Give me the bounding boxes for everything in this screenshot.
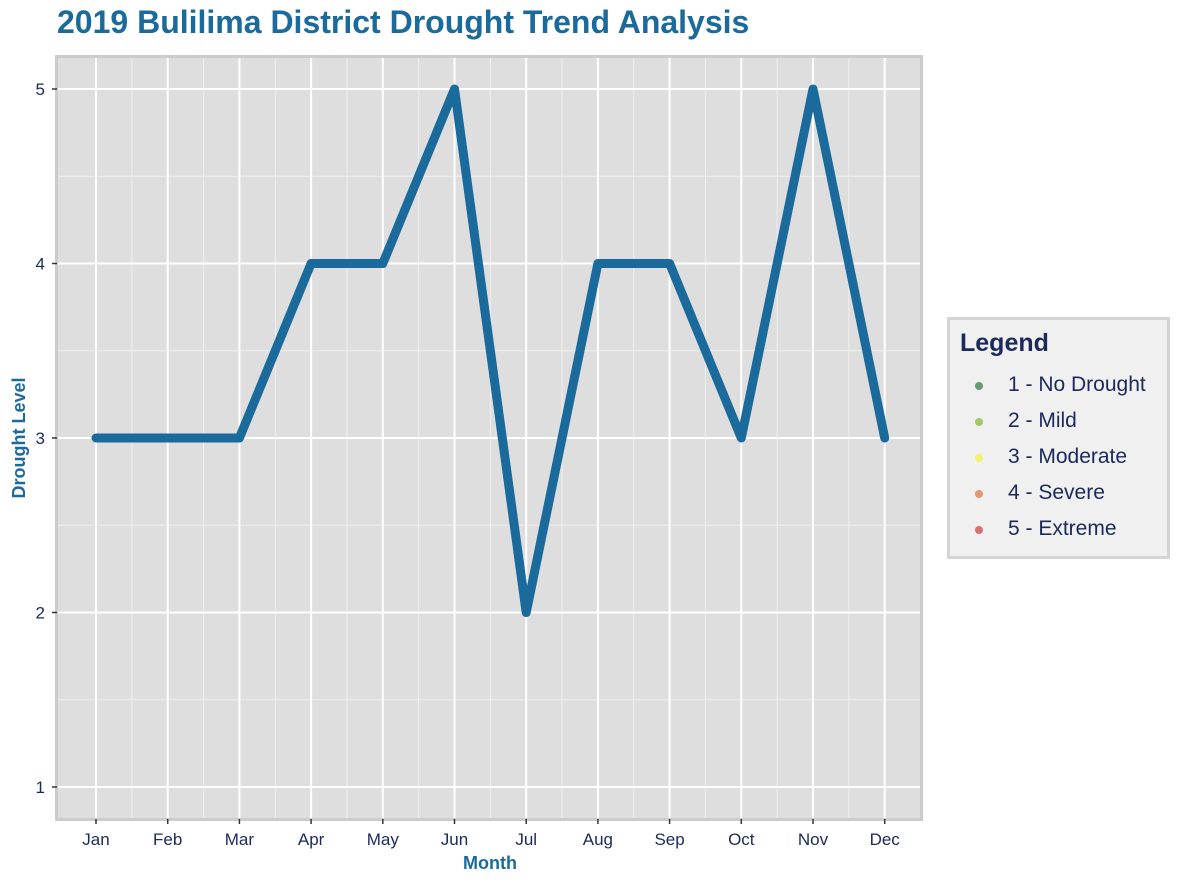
legend-title: Legend <box>960 329 1049 357</box>
y-tick-label: 4 <box>36 255 45 274</box>
legend-dot-icon <box>975 382 983 390</box>
y-tick-label: 3 <box>36 429 45 448</box>
legend-dot-icon <box>975 454 983 462</box>
legend-dot-icon <box>975 490 983 498</box>
y-tick-label: 5 <box>36 80 45 99</box>
legend-item: 5 - Extreme <box>950 515 1167 551</box>
legend-dot-icon <box>975 418 983 426</box>
legend-label: 5 - Extreme <box>1008 517 1117 540</box>
x-tick-label: Dec <box>870 830 901 849</box>
chart-title: 2019 Bulilima District Drought Trend Ana… <box>57 4 750 40</box>
x-tick-label: Mar <box>225 830 255 849</box>
legend: Legend 1 - No Drought 2 - Mild 3 - Moder… <box>947 317 1170 559</box>
y-tick-label: 2 <box>36 604 45 623</box>
x-tick-label: Jan <box>82 830 109 849</box>
x-tick-label: May <box>367 830 400 849</box>
y-tick-label: 1 <box>36 778 45 797</box>
x-tick-label: Aug <box>583 830 613 849</box>
legend-dot-icon <box>975 526 983 534</box>
x-tick-label: Jun <box>441 830 468 849</box>
series-line <box>91 84 890 617</box>
legend-item: 3 - Moderate <box>950 443 1167 479</box>
legend-label: 2 - Mild <box>1008 409 1077 432</box>
legend-item: 1 - No Drought <box>950 371 1167 407</box>
x-tick-label: Sep <box>654 830 684 849</box>
x-tick-label: Nov <box>798 830 829 849</box>
x-tick-label: Jul <box>515 830 537 849</box>
x-tick-label: Feb <box>153 830 182 849</box>
y-axis-label: Drought Level <box>9 377 29 498</box>
legend-label: 1 - No Drought <box>1008 373 1146 396</box>
legend-item: 2 - Mild <box>950 407 1167 443</box>
legend-item: 4 - Severe <box>950 479 1167 515</box>
x-tick-label: Apr <box>298 830 325 849</box>
legend-label: 3 - Moderate <box>1008 445 1128 468</box>
x-axis-label: Month <box>463 853 517 873</box>
legend-label: 4 - Severe <box>1008 481 1105 504</box>
axes: Jan Feb Mar Apr May Jun Jul Aug Sep Oct Nov Dec 1 2 3 4… <box>36 80 901 849</box>
x-tick-label: Oct <box>728 830 755 849</box>
